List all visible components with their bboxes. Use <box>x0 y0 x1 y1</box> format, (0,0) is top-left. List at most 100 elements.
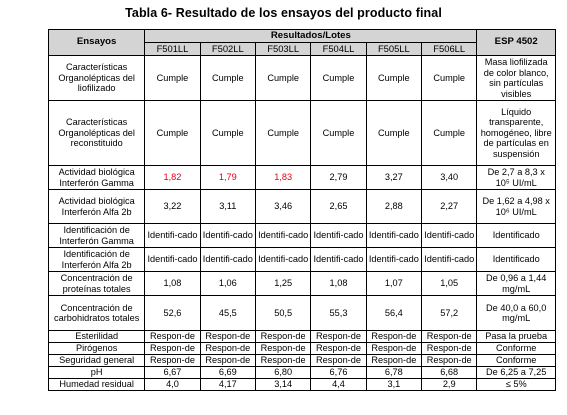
value-cell: 55,3 <box>310 295 367 331</box>
value-cell: 4,4 <box>310 378 367 391</box>
value-cell: Identifi-cado <box>310 223 367 248</box>
table-row: Humedad residual 4,0 4,17 3,14 4,4 3,1 2… <box>47 378 556 391</box>
value-cell: Respon-de <box>254 342 312 355</box>
value-cell: Cumple <box>310 55 367 101</box>
value-cell: 1,07 <box>365 271 423 296</box>
value-cell: 4,0 <box>144 378 201 391</box>
ensayo-cell: Concentración de carbohidratos totales <box>47 295 146 331</box>
value-cell: Cumple <box>365 100 423 166</box>
esp-cell: Pasa la prueba <box>476 330 556 343</box>
ensayo-cell: Características Organolépticas del recon… <box>47 100 146 166</box>
esp-cell: Masa liofilizada de color blanco, sin pa… <box>476 55 556 101</box>
table-row: Características Organolépticas del recon… <box>47 100 556 166</box>
esp-cell: Líquido transparente, homogéneo, libre d… <box>476 100 556 166</box>
table-row: Concentración de proteínas totales 1,08 … <box>47 271 556 296</box>
esp-cell: De 1,62 a 4,98 x 10⁶ UI/mL <box>476 189 556 224</box>
value-cell: Cumple <box>199 100 256 166</box>
value-cell: Identifi-cado <box>199 247 256 272</box>
esp-cell: Identificado <box>476 223 556 248</box>
header-lote: F504LL <box>310 42 367 56</box>
value-cell: Cumple <box>421 55 478 101</box>
value-cell: Respon-de <box>310 330 367 343</box>
value-cell: Cumple <box>254 100 312 166</box>
ensayo-cell: Humedad residual <box>47 378 146 391</box>
value-cell: Respon-de <box>421 342 478 355</box>
ensayo-cell: Esterilidad <box>47 330 146 343</box>
value-cell: Identifi-cado <box>254 223 312 248</box>
value-cell: 4,17 <box>199 378 256 391</box>
ensayo-cell: Actividad biológica Interferón Gamma <box>47 165 146 190</box>
esp-cell: Identificado <box>476 247 556 272</box>
table-row: Seguridad general Respon-de Respon-de Re… <box>47 354 556 367</box>
value-cell: 6,69 <box>199 366 256 379</box>
value-cell: 3,14 <box>254 378 312 391</box>
value-cell: 3,1 <box>365 378 423 391</box>
value-cell: Respon-de <box>365 354 423 367</box>
header-lote: F503LL <box>254 42 312 56</box>
value-cell: Identifi-cado <box>365 247 423 272</box>
value-cell: Respon-de <box>199 330 256 343</box>
esp-cell: De 40,0 a 60,0 mg/mL <box>476 295 556 331</box>
value-cell: 3,27 <box>365 165 423 190</box>
ensayo-cell: Características Organolépticas del liofi… <box>47 55 146 101</box>
value-cell: Identifi-cado <box>421 223 478 248</box>
value-cell: Respon-de <box>199 354 256 367</box>
value-cell: Identifi-cado <box>310 247 367 272</box>
value-cell: Cumple <box>310 100 367 166</box>
value-cell: Respon-de <box>310 342 367 355</box>
value-cell: 1,08 <box>310 271 367 296</box>
value-cell: Respon-de <box>421 330 478 343</box>
value-cell: 45,5 <box>199 295 256 331</box>
value-cell: 52,6 <box>144 295 201 331</box>
table-title: Tabla 6- Resultado de los ensayos del pr… <box>125 6 442 20</box>
table-row: Actividad biológica Interferón Alfa 2b 3… <box>47 189 556 224</box>
esp-cell: De 6,25 a 7,25 <box>476 366 556 379</box>
value-cell: 6,68 <box>421 366 478 379</box>
table-row: pH 6,67 6,69 6,80 6,76 6,78 6,68 De 6,25… <box>47 366 556 379</box>
value-cell: 2,88 <box>365 189 423 224</box>
ensayo-cell: Pirógenos <box>47 342 146 355</box>
value-cell: 1,25 <box>254 271 312 296</box>
ensayo-cell: Concentración de proteínas totales <box>47 271 146 296</box>
value-cell: Cumple <box>254 55 312 101</box>
value-cell: Cumple <box>144 100 201 166</box>
header-ensayos: Ensayos <box>47 29 146 56</box>
value-cell: Respon-de <box>199 342 256 355</box>
value-cell: Identifi-cado <box>144 247 201 272</box>
table-row: Características Organolépticas del liofi… <box>47 55 556 101</box>
value-cell: Respon-de <box>144 354 201 367</box>
table-row: Esterilidad Respon-de Respon-de Respon-d… <box>47 330 556 343</box>
value-cell: 6,80 <box>254 366 312 379</box>
header-resultados: Resultados/Lotes <box>144 29 478 43</box>
ensayo-cell: Identificación de Interferón Alfa 2b <box>47 247 146 272</box>
value-cell: Cumple <box>421 100 478 166</box>
value-cell: 2,79 <box>310 165 367 190</box>
value-cell: Identifi-cado <box>421 247 478 272</box>
value-cell: 56,4 <box>365 295 423 331</box>
value-cell-out-of-spec: 1,83 <box>254 165 312 190</box>
value-cell: 6,78 <box>365 366 423 379</box>
header-lote: F506LL <box>421 42 478 56</box>
value-cell: Respon-de <box>421 354 478 367</box>
table-row: Pirógenos Respon-de Respon-de Respon-de … <box>47 342 556 355</box>
value-cell-out-of-spec: 1,82 <box>144 165 201 190</box>
table-row: Identificación de Interferón Gamma Ident… <box>47 223 556 248</box>
results-table: Ensayos Resultados/Lotes ESP 4502 F501LL… <box>47 29 556 391</box>
value-cell: 6,76 <box>310 366 367 379</box>
value-cell: 1,05 <box>421 271 478 296</box>
value-cell: 3,40 <box>421 165 478 190</box>
header-lote: F505LL <box>365 42 423 56</box>
esp-cell: De 0,96 a 1,44 mg/mL <box>476 271 556 296</box>
value-cell: Cumple <box>144 55 201 101</box>
ensayo-cell: Actividad biológica Interferón Alfa 2b <box>47 189 146 224</box>
value-cell: Respon-de <box>254 330 312 343</box>
ensayo-cell: pH <box>47 366 146 379</box>
value-cell: 1,06 <box>199 271 256 296</box>
value-cell: Identifi-cado <box>365 223 423 248</box>
esp-cell: Conforme <box>476 354 556 367</box>
value-cell: Cumple <box>199 55 256 101</box>
value-cell: 1,08 <box>144 271 201 296</box>
table-row: Actividad biológica Interferón Gamma 1,8… <box>47 165 556 190</box>
value-cell: Identifi-cado <box>199 223 256 248</box>
value-cell: Respon-de <box>310 354 367 367</box>
